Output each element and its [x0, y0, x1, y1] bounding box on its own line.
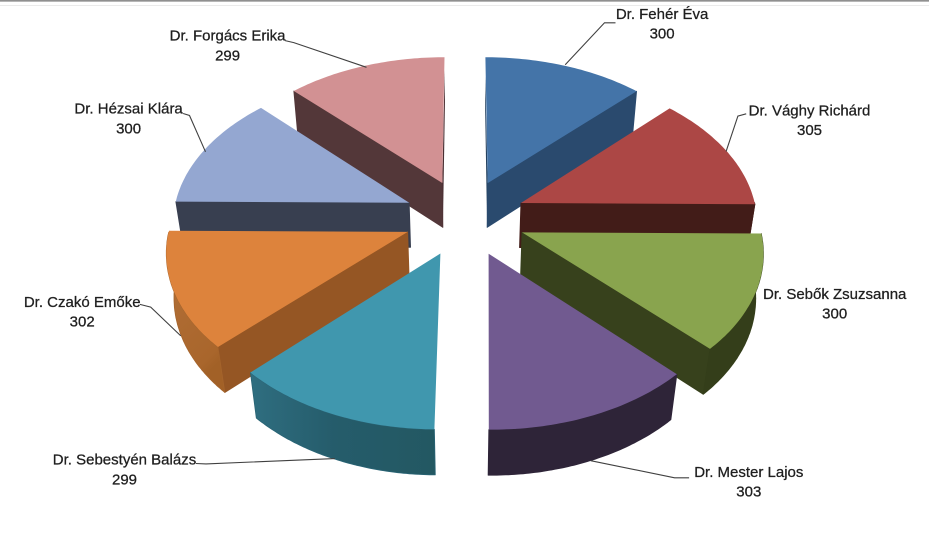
svg-text:300: 300 — [116, 121, 141, 138]
svg-text:Dr. Sebők Zsuzsanna: Dr. Sebők Zsuzsanna — [763, 286, 907, 303]
svg-text:Dr. Mester Lajos: Dr. Mester Lajos — [694, 464, 803, 481]
svg-text:302: 302 — [70, 314, 95, 331]
svg-text:299: 299 — [112, 471, 137, 488]
svg-text:300: 300 — [822, 306, 847, 323]
svg-text:Dr. Czakó Emőke: Dr. Czakó Emőke — [24, 294, 141, 311]
svg-text:Dr. Forgács Erika: Dr. Forgács Erika — [170, 28, 287, 45]
svg-text:Dr. Fehér Éva: Dr. Fehér Éva — [616, 6, 709, 23]
svg-text:Dr. Hézsai Klára: Dr. Hézsai Klára — [74, 101, 183, 118]
svg-text:303: 303 — [736, 484, 761, 501]
svg-text:305: 305 — [797, 122, 822, 139]
svg-text:Dr. Vághy Richárd: Dr. Vághy Richárd — [749, 102, 871, 119]
svg-text:Dr. Sebestyén Balázs: Dr. Sebestyén Balázs — [53, 452, 196, 469]
svg-text:299: 299 — [215, 47, 240, 64]
svg-text:300: 300 — [650, 26, 675, 43]
